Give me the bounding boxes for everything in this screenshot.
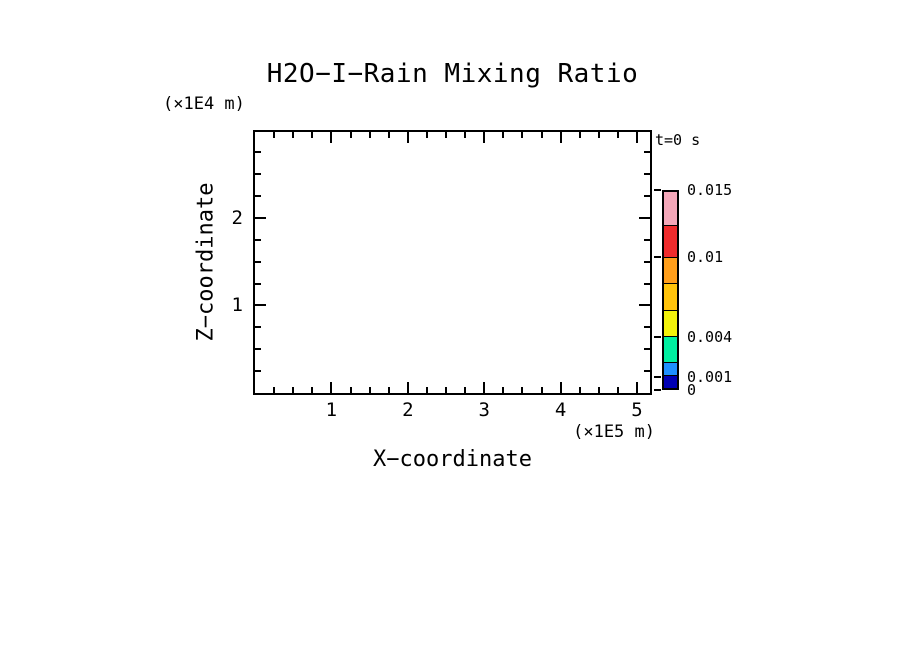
colorbar-segment xyxy=(664,192,677,225)
y-tick-label: 1 xyxy=(231,294,243,317)
tick-mark xyxy=(521,387,524,393)
colorbar-tick-label: 0.01 xyxy=(687,247,724,266)
tick-mark xyxy=(597,132,600,138)
tick-mark xyxy=(639,216,650,219)
x-tick-label: 4 xyxy=(554,399,567,421)
colorbar xyxy=(662,190,679,390)
colorbar-tick-label: 0 xyxy=(687,381,697,399)
x-axis-title: X−coordinate xyxy=(373,447,532,472)
tick-mark xyxy=(330,132,333,143)
x-tick-label: 5 xyxy=(631,399,643,421)
tick-mark xyxy=(578,387,581,393)
colorbar-segment xyxy=(664,257,677,284)
tick-mark xyxy=(445,132,447,138)
tick-mark xyxy=(644,348,650,351)
colorbar-tick xyxy=(654,255,661,258)
tick-mark xyxy=(445,387,447,393)
tick-mark xyxy=(255,151,261,154)
tick-mark xyxy=(644,173,650,175)
tick-mark xyxy=(636,132,638,143)
tick-mark xyxy=(502,132,505,138)
tick-mark xyxy=(644,151,650,154)
tick-mark xyxy=(597,387,600,393)
tick-mark xyxy=(330,382,333,393)
tick-mark xyxy=(273,132,276,138)
tick-mark xyxy=(387,132,390,138)
colorbar-segment xyxy=(664,374,677,388)
tick-mark xyxy=(292,132,295,138)
tick-mark xyxy=(636,382,638,393)
tick-mark xyxy=(311,387,314,393)
tick-mark xyxy=(483,382,486,393)
tick-mark xyxy=(273,387,276,393)
tick-mark xyxy=(368,132,371,138)
y-axis-unit-label: (×1E4 m) xyxy=(163,94,245,114)
colorbar-segment xyxy=(664,283,677,310)
colorbar-segment xyxy=(664,361,677,375)
colorbar-tick-label: 0.001 xyxy=(687,367,733,386)
tick-mark xyxy=(349,387,352,393)
tick-mark xyxy=(644,326,650,329)
chart-title: H2O−I−Rain Mixing Ratio xyxy=(266,59,639,89)
tick-mark xyxy=(464,387,467,393)
tick-mark xyxy=(406,382,409,393)
colorbar-tick xyxy=(654,375,661,378)
tick-mark xyxy=(644,260,650,263)
tick-mark xyxy=(255,370,261,373)
tick-mark xyxy=(255,282,261,285)
tick-mark xyxy=(616,132,619,138)
plot-area xyxy=(253,130,652,395)
tick-mark xyxy=(311,132,314,138)
tick-mark xyxy=(255,304,266,307)
tick-mark xyxy=(387,387,390,393)
x-axis-unit-label: (×1E5 m) xyxy=(573,422,655,442)
colorbar-tick xyxy=(654,389,661,391)
tick-mark xyxy=(644,282,650,285)
tick-mark xyxy=(644,194,650,197)
tick-mark xyxy=(255,348,261,351)
tick-mark xyxy=(502,387,505,393)
tick-mark xyxy=(368,387,371,393)
tick-mark xyxy=(464,132,467,138)
tick-mark xyxy=(255,194,261,197)
colorbar-segment xyxy=(664,224,677,258)
tick-mark xyxy=(521,132,524,138)
tick-mark xyxy=(540,387,543,393)
colorbar-tick xyxy=(654,189,661,191)
tick-mark xyxy=(255,326,261,329)
tick-mark xyxy=(255,216,266,219)
tick-mark xyxy=(406,132,409,143)
colorbar-tick-label: 0.015 xyxy=(687,181,733,199)
colorbar-tick xyxy=(654,335,661,338)
tick-mark xyxy=(639,304,650,307)
y-tick-label: 2 xyxy=(231,206,243,229)
x-tick-label: 3 xyxy=(478,399,490,421)
x-tick-label: 2 xyxy=(402,399,414,421)
tick-mark xyxy=(425,387,428,393)
time-annotation: t=0 s xyxy=(655,131,701,149)
tick-mark xyxy=(255,260,261,263)
tick-mark xyxy=(644,238,650,241)
colorbar-segment xyxy=(664,335,677,362)
tick-mark xyxy=(255,173,261,175)
tick-mark xyxy=(292,387,295,393)
tick-mark xyxy=(255,238,261,241)
tick-mark xyxy=(483,132,486,143)
colorbar-segment xyxy=(664,309,677,336)
tick-mark xyxy=(559,132,562,143)
tick-mark xyxy=(578,132,581,138)
colorbar-tick-label: 0.004 xyxy=(687,327,733,346)
tick-mark xyxy=(425,132,428,138)
tick-mark xyxy=(644,370,650,373)
tick-mark xyxy=(349,132,352,138)
tick-mark xyxy=(616,387,619,393)
tick-mark xyxy=(559,382,562,393)
x-tick-label: 1 xyxy=(325,399,338,421)
tick-mark xyxy=(540,132,543,138)
